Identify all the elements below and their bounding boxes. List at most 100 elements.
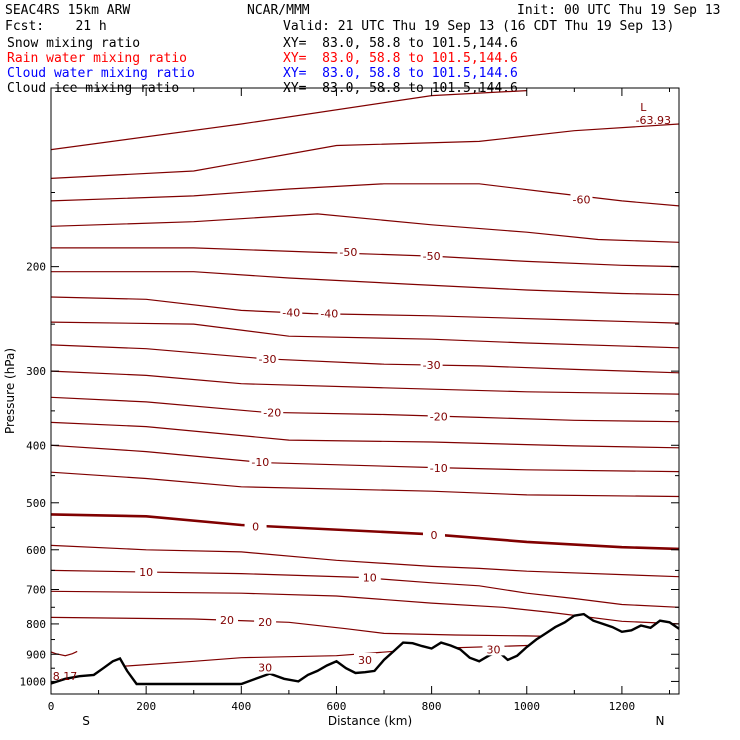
contour-label: -60 <box>572 193 590 206</box>
contour-label-bg <box>254 660 277 674</box>
contour-label-bg <box>216 613 239 627</box>
contour-line <box>51 471 679 498</box>
contour-label: 10 <box>139 566 153 579</box>
field-snow-xy: XY= 83.0, 58.8 to 101.5,144.6 <box>283 36 518 51</box>
low-marker-letter: L <box>640 101 647 114</box>
contour-label: -30 <box>423 359 441 372</box>
contour-label-bg <box>427 461 450 475</box>
x-tick-label: 1000 <box>514 700 541 713</box>
contour-label: -20 <box>430 411 448 424</box>
contour-label: 0 <box>430 529 437 542</box>
contour-label-bg <box>570 192 593 206</box>
contour-line--50 <box>51 247 679 268</box>
contour-label: -50 <box>423 250 441 263</box>
contour-label-bg <box>420 249 443 263</box>
contour-label: -40 <box>320 308 338 321</box>
terrain-layer <box>50 612 680 694</box>
contour-layer <box>51 90 679 667</box>
y-tick-label: 200 <box>26 261 46 274</box>
contour-label: -20 <box>263 406 281 419</box>
contour-label-bg <box>261 405 284 419</box>
direction-south-label: S <box>82 714 90 728</box>
contour-label: -50 <box>339 246 357 259</box>
org-label: NCAR/MMM <box>247 3 310 18</box>
contour-label-bg <box>422 528 445 542</box>
contour-label: -40 <box>282 307 300 320</box>
y-tick-label: 900 <box>26 648 46 661</box>
contour-label-bg <box>358 570 381 584</box>
y-tick-label: 1000 <box>20 675 47 688</box>
contour-label: -10 <box>251 456 269 469</box>
min-value-label: 8.17 <box>53 670 78 683</box>
field-snow-name: Snow mixing ratio <box>7 36 141 51</box>
direction-north-label: N <box>656 714 665 728</box>
field-rain-name: Rain water mixing ratio <box>7 51 188 66</box>
contour-line <box>51 213 679 243</box>
field-cloudwater-xy: XY= 83.0, 58.8 to 101.5,144.6 <box>283 66 518 81</box>
contour-label-bg <box>256 351 279 365</box>
terrain-fill <box>51 614 679 694</box>
contour-label-bg <box>135 564 158 578</box>
contour-label-bg <box>249 455 272 469</box>
y-tick-label: 300 <box>26 365 46 378</box>
forecast-hour: Fcst: 21 h <box>5 19 107 34</box>
x-tick-label: 1200 <box>609 700 636 713</box>
y-tick-label: 800 <box>26 618 46 631</box>
x-tick-label: 800 <box>422 700 442 713</box>
terrain-line <box>50 612 680 686</box>
plot-frame <box>50 87 680 695</box>
contour-line <box>51 544 679 578</box>
x-tick-label: 400 <box>231 700 251 713</box>
contour-line--60 <box>51 183 679 207</box>
contour-line <box>51 123 679 179</box>
x-tick-label: 200 <box>136 700 156 713</box>
init-time: Init: 00 UTC Thu 19 Sep 13 <box>517 3 721 18</box>
x-tick-label: 0 <box>48 700 55 713</box>
contour-label: -10 <box>430 462 448 475</box>
contour-label: -30 <box>258 353 276 366</box>
contour-label-bg <box>254 614 277 628</box>
contour-line <box>51 321 679 349</box>
contour-label-bg <box>318 306 341 320</box>
valid-time: Valid: 21 UTC Thu 19 Sep 13 (16 CDT Thu … <box>283 19 675 34</box>
contour-line-10 <box>51 569 679 608</box>
low-marker-value: -63.93 <box>636 114 671 127</box>
y-tick-label: 500 <box>26 497 46 510</box>
y-axis-label: Pressure (hPa) <box>3 348 17 434</box>
contour-label: 10 <box>363 571 377 584</box>
y-tick-label: 700 <box>26 584 46 597</box>
contour-line-0 <box>51 513 679 551</box>
field-cloudwater-name: Cloud water mixing ratio <box>7 66 195 81</box>
x-tick-label: 600 <box>327 700 347 713</box>
contour-label-bg <box>420 358 443 372</box>
y-tick-label: 400 <box>26 439 46 452</box>
contour-label: 30 <box>358 654 372 667</box>
contour-label: 30 <box>486 643 500 656</box>
contour-label: 0 <box>252 520 259 533</box>
contour-label: 20 <box>258 616 272 629</box>
contour-label-bg <box>482 642 505 656</box>
contour-line <box>51 421 679 449</box>
contour-line--40 <box>51 296 679 324</box>
contour-label-bg <box>244 519 267 533</box>
contour-label-layer: -60 -50 -50 -40 -40 -30 -30 -20 -20 -10 -10 0 0 10 10 2… <box>53 101 671 683</box>
contour-line <box>51 590 679 625</box>
contour-line <box>51 271 679 296</box>
contour-label: 20 <box>220 614 234 627</box>
contour-label-bg <box>337 245 360 259</box>
y-tick-label: 600 <box>26 544 46 557</box>
contour-line <box>51 650 78 657</box>
contour-line--30 <box>51 344 679 374</box>
field-rain-xy: XY= 83.0, 58.8 to 101.5,144.6 <box>283 51 518 66</box>
contour-label: 30 <box>258 662 272 675</box>
contour-line--20 <box>51 396 679 423</box>
contour-label-bg <box>427 409 450 423</box>
contour-line--10 <box>51 444 679 473</box>
x-axis-label: Distance (km) <box>328 714 412 728</box>
contour-label-bg <box>280 305 303 319</box>
model-title: SEAC4RS 15km ARW <box>5 3 131 18</box>
contour-line <box>51 370 679 395</box>
contour-label-bg <box>354 652 376 666</box>
